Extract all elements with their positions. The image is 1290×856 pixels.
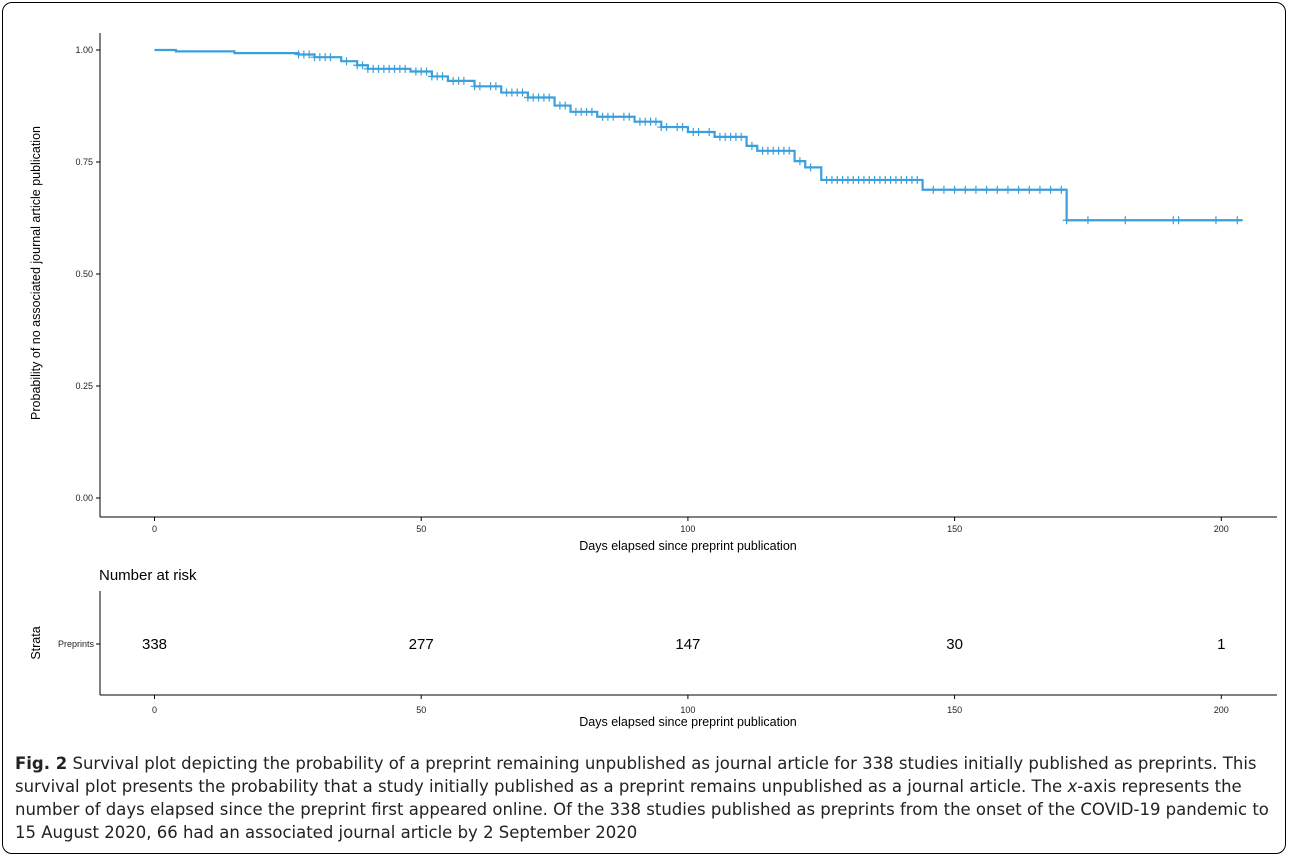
y-tick-label: 0.75 [75, 157, 93, 167]
censor-mark [795, 157, 804, 166]
risk-value: 277 [409, 636, 434, 653]
y-axis-label: Probability of no associated journal art… [29, 126, 43, 420]
censor-mark [705, 127, 714, 136]
censor-mark [1057, 185, 1066, 194]
strata-row-label: Preprints [58, 639, 95, 649]
censor-mark [518, 88, 527, 97]
x-tick-label: 50 [416, 524, 426, 534]
censor-mark [1121, 216, 1130, 225]
censor-mark [651, 117, 660, 126]
censor-mark [737, 132, 746, 141]
y-tick-label: 0.25 [75, 381, 93, 391]
risk-value: 1 [1217, 636, 1225, 653]
risk-x-tick-label: 150 [947, 705, 962, 715]
censor-mark [475, 82, 484, 91]
x-axis-ticks: 0 50 100 150 200 [152, 517, 1229, 534]
y-tick-label: 0.50 [75, 269, 93, 279]
censor-mark [939, 185, 948, 194]
censor-mark [326, 53, 335, 62]
figure-svg: 0.000.250.500.751.00 0 50 100 150 200 Days e… [29, 33, 1277, 729]
censor-mark [1083, 216, 1092, 225]
censor-mark [1062, 216, 1071, 225]
survival-plot: 0.00 0.25 0.50 0.75 1.00 0 50 100 150 200 Days e… [29, 33, 1277, 553]
censor-mark [747, 141, 756, 150]
x-tick-label: 0 [152, 524, 157, 534]
censor-mark [971, 185, 980, 194]
censor-mark [785, 146, 794, 155]
censor-mark [401, 64, 410, 73]
censor-mark [950, 185, 959, 194]
censor-mark [1174, 216, 1183, 225]
censor-mark [545, 93, 554, 102]
caption-text-2: -axis represents the number of days elap… [15, 777, 1269, 842]
risk-table: Number at risk Strata Preprints 338 277 14… [29, 567, 1277, 729]
censor-mark [358, 61, 367, 70]
risk-value: 30 [946, 636, 963, 653]
censor-mark [459, 76, 468, 85]
censor-mark [993, 185, 1002, 194]
figure-caption: Fig. 2 Survival plot depicting the proba… [15, 752, 1285, 844]
censor-mark [1014, 185, 1023, 194]
censor-mark [982, 185, 991, 194]
censor-mark [929, 185, 938, 194]
censor-mark [1035, 185, 1044, 194]
censor-mark [342, 57, 351, 66]
caption-x-italic: x [1067, 777, 1078, 796]
censor-mark [438, 72, 447, 81]
risk-x-tick-label: 200 [1214, 705, 1229, 715]
caption-text-1: Survival plot depicting the probability … [15, 754, 1257, 796]
censor-mark [305, 50, 314, 59]
risk-x-tick-label: 0 [152, 705, 157, 715]
risk-values: 338 277 147 30 1 [142, 636, 1225, 653]
figure-label: Fig. 2 [15, 754, 68, 773]
censor-mark [662, 123, 671, 132]
censor-mark [913, 175, 922, 184]
y-axis-ticks: 0.00 0.25 0.50 0.75 1.00 [75, 45, 100, 503]
censor-mark [1233, 216, 1242, 225]
censor-mark [1025, 185, 1034, 194]
risk-x-tick-label: 100 [680, 705, 695, 715]
censor-mark [678, 123, 687, 132]
risk-value: 338 [142, 636, 167, 653]
censor-mark [609, 112, 618, 121]
censor-mark [625, 112, 634, 121]
censor-mark [422, 67, 431, 76]
censor-mark [1046, 185, 1055, 194]
censor-mark [961, 185, 970, 194]
censor-mark [806, 163, 815, 172]
risk-table-title: Number at risk [99, 567, 197, 584]
censor-marks [294, 50, 1242, 225]
risk-value: 147 [675, 636, 700, 653]
risk-x-tick-label: 50 [416, 705, 426, 715]
censor-mark [561, 101, 570, 110]
y-tick-label: 0.00 [75, 493, 93, 503]
y-tick-label: 1.00 [75, 45, 93, 55]
x-tick-label: 150 [947, 524, 962, 534]
censor-mark [1003, 185, 1012, 194]
strata-label: Strata [29, 626, 43, 659]
censor-mark [587, 107, 596, 116]
censor-mark [694, 127, 703, 136]
risk-x-axis-label: Days elapsed since preprint publication [579, 715, 797, 729]
x-tick-label: 100 [680, 524, 695, 534]
survival-step-line [154, 48, 1243, 222]
censor-mark [491, 82, 500, 91]
x-tick-label: 200 [1214, 524, 1229, 534]
censor-mark [1211, 216, 1220, 225]
risk-x-axis-ticks: 0 50 100 150 200 [152, 695, 1229, 715]
x-axis-label: Days elapsed since preprint publication [579, 539, 797, 553]
